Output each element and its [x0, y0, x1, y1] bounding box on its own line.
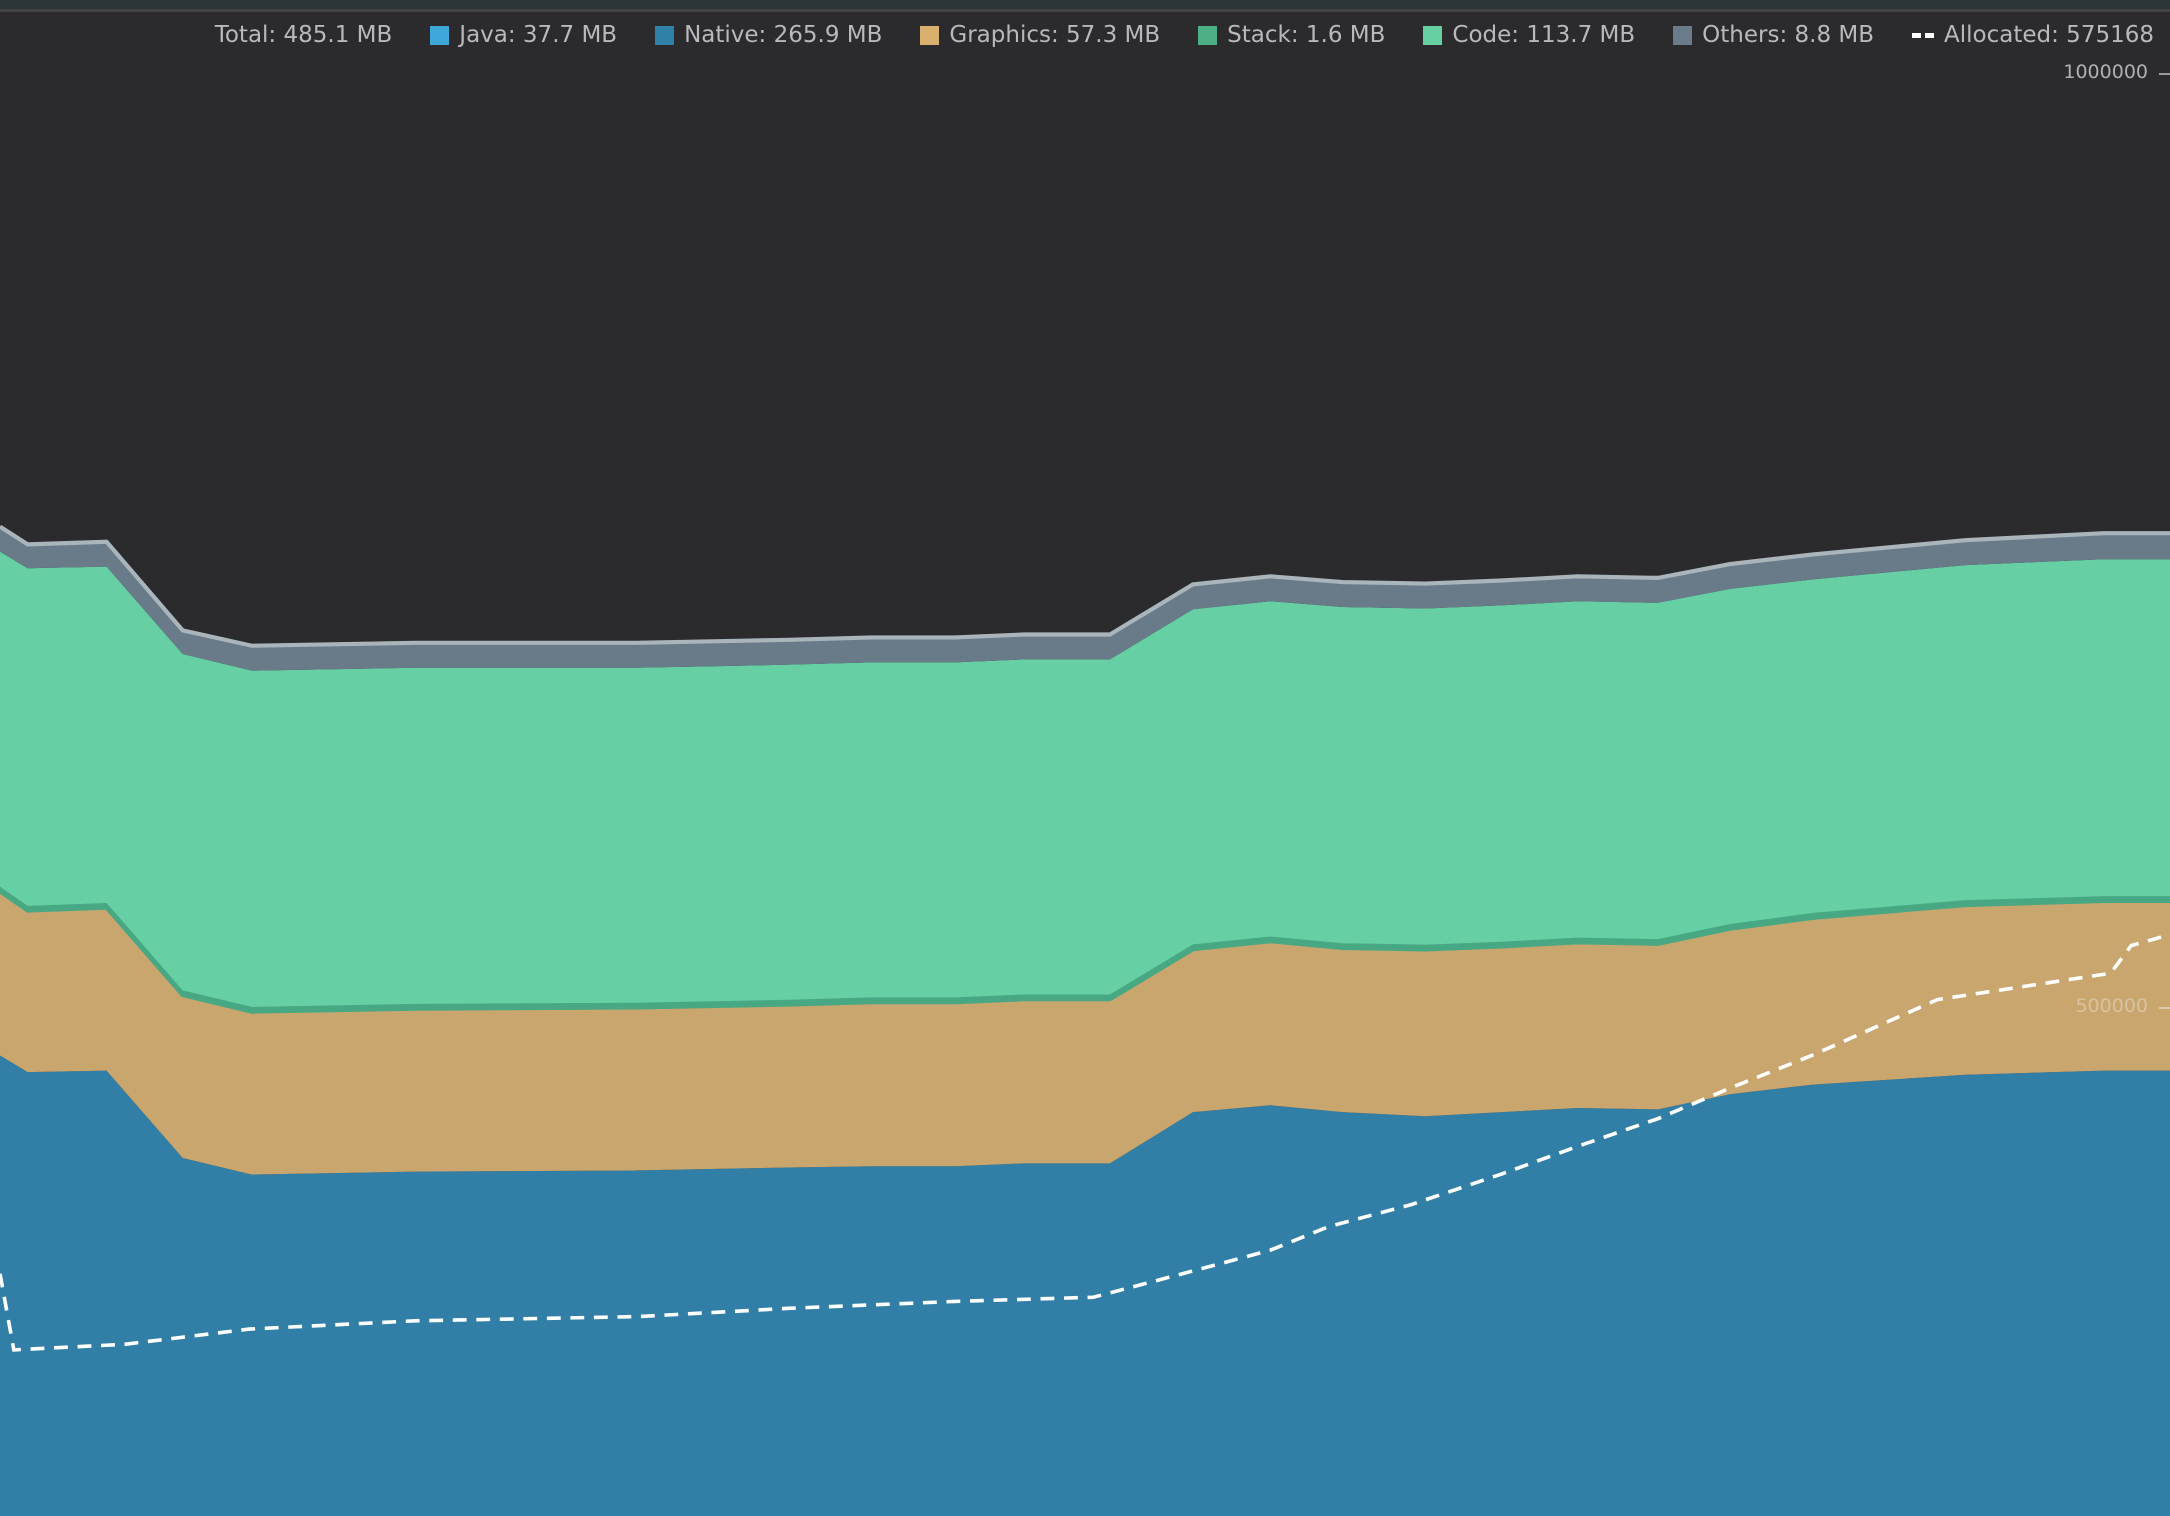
legend-code: Code: 113.7 MB: [1423, 22, 1635, 48]
code-swatch: [1423, 25, 1443, 45]
area-others: [0, 526, 2170, 671]
area-code: [0, 551, 2170, 1007]
legend-code-label: Code: 113.7 MB: [1452, 22, 1636, 48]
legend-native-label: Native: 265.9 MB: [684, 22, 883, 48]
y-tick-label-1000000: 1000000: [2063, 61, 2148, 83]
allocated-line: [0, 932, 2170, 1352]
legend: Total: 485.1 MB Java: 37.7 MB Native: 26…: [215, 22, 2154, 48]
legend-java: Java: 37.7 MB: [430, 22, 617, 48]
legend-native: Native: 265.9 MB: [655, 22, 882, 48]
total-outline: [0, 524, 2170, 648]
graphics-swatch: [920, 25, 940, 45]
legend-allocated: Allocated: 575168: [1912, 22, 2154, 48]
top-border: [0, 0, 2170, 12]
stack-swatch: [1198, 25, 1218, 45]
legend-stack-label: Stack: 1.6 MB: [1227, 22, 1386, 48]
native-swatch: [655, 25, 675, 45]
legend-allocated-label: Allocated: 575168: [1944, 22, 2154, 48]
legend-graphics-label: Graphics: 57.3 MB: [949, 22, 1161, 48]
area-graphics: [0, 891, 2170, 1175]
legend-java-label: Java: 37.7 MB: [459, 22, 618, 48]
legend-graphics: Graphics: 57.3 MB: [920, 22, 1160, 48]
y-tick-label-500000: 500000: [2075, 995, 2148, 1017]
legend-others: Others: 8.8 MB: [1673, 22, 1874, 48]
y-tick-1000000: [2159, 73, 2170, 75]
legend-stack: Stack: 1.6 MB: [1198, 22, 1385, 48]
dashed-line-icon: [1912, 32, 1935, 38]
java-swatch: [430, 25, 450, 45]
legend-others-label: Others: 8.8 MB: [1702, 22, 1875, 48]
area-native: [0, 1055, 2170, 1516]
y-tick-500000: [2159, 1007, 2170, 1009]
legend-total: Total: 485.1 MB: [214, 22, 393, 48]
others-swatch: [1673, 25, 1693, 45]
